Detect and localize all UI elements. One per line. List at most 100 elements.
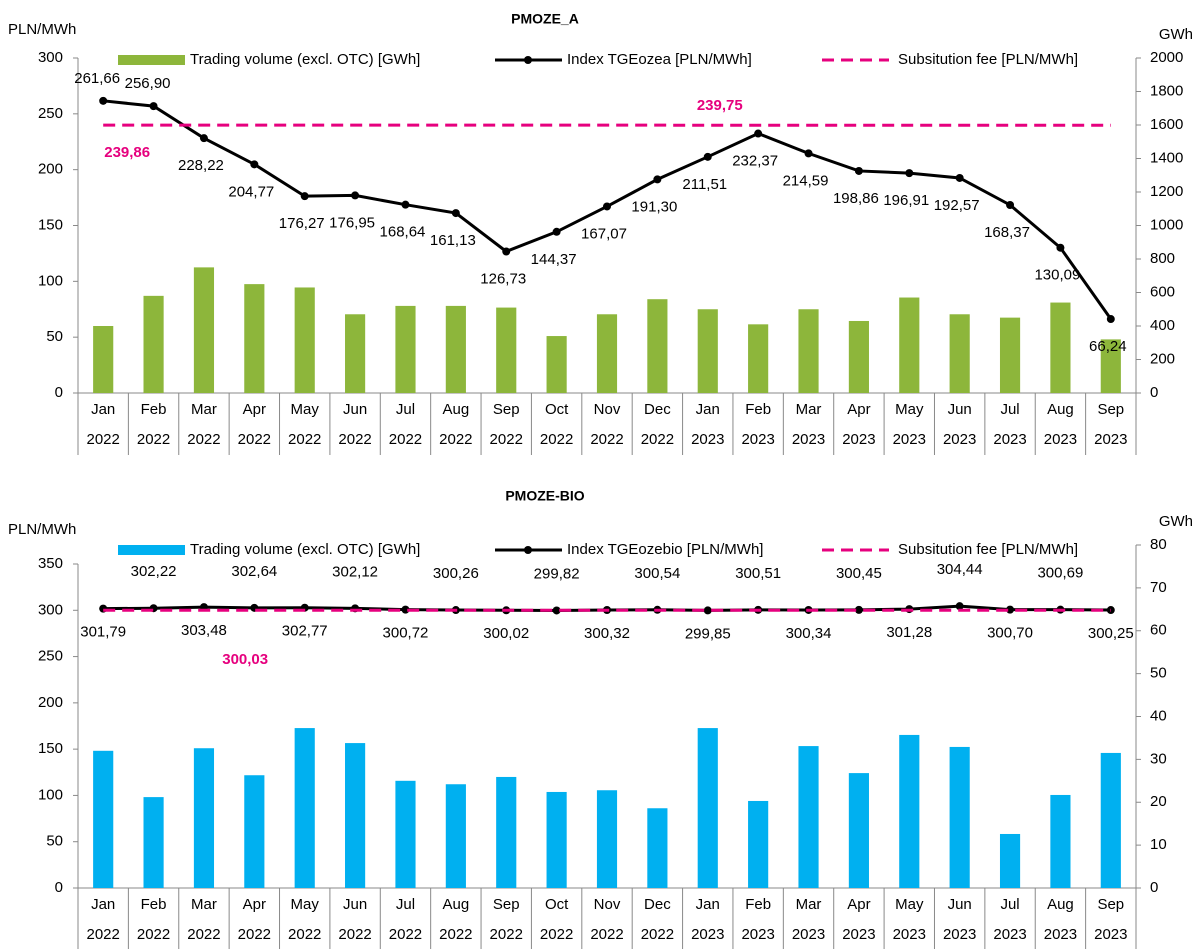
x-tick-label-year: 2022 bbox=[338, 431, 371, 448]
y2-tick-label: 80 bbox=[1150, 536, 1167, 553]
data-label: 304,44 bbox=[937, 561, 983, 578]
y2-tick-label: 30 bbox=[1150, 750, 1167, 767]
y2-tick-label: 400 bbox=[1150, 317, 1175, 334]
x-tick-label: Jun bbox=[343, 401, 367, 418]
bar bbox=[1100, 339, 1121, 393]
index-marker bbox=[955, 602, 964, 611]
bar bbox=[395, 305, 416, 393]
index-marker bbox=[1006, 200, 1015, 209]
data-label: 302,12 bbox=[332, 563, 378, 580]
x-tick-label: May bbox=[895, 401, 924, 418]
data-label: 168,37 bbox=[984, 224, 1030, 241]
data-label: 300,70 bbox=[987, 625, 1033, 642]
bar bbox=[697, 309, 718, 393]
x-tick-label-year: 2022 bbox=[137, 926, 170, 943]
y2-axis-label: GWh bbox=[1159, 513, 1193, 530]
y2-tick-label: 60 bbox=[1150, 622, 1167, 639]
bar bbox=[647, 299, 668, 393]
x-tick-label-year: 2022 bbox=[590, 431, 623, 448]
y2-tick-label: 2000 bbox=[1150, 49, 1183, 66]
index-marker bbox=[905, 169, 914, 178]
data-label: 168,64 bbox=[380, 224, 426, 241]
bar bbox=[596, 314, 618, 393]
index-marker bbox=[854, 605, 863, 614]
data-label: 300,32 bbox=[584, 625, 630, 642]
index-marker bbox=[703, 152, 712, 161]
y2-tick-label: 600 bbox=[1150, 283, 1175, 300]
bar bbox=[345, 314, 366, 393]
chart-title: PMOZE-BIO bbox=[505, 488, 584, 504]
x-tick-label: Aug bbox=[1047, 896, 1074, 913]
data-label: 196,91 bbox=[883, 192, 929, 209]
y-tick-label: 150 bbox=[38, 740, 63, 757]
x-tick-label-year: 2023 bbox=[943, 431, 976, 448]
bar bbox=[798, 746, 819, 888]
index-marker bbox=[552, 606, 561, 615]
data-label: 130,09 bbox=[1034, 267, 1080, 284]
index-marker bbox=[754, 129, 763, 138]
bar bbox=[949, 314, 970, 393]
x-tick-label: Jul bbox=[1000, 896, 1019, 913]
bar bbox=[294, 287, 315, 393]
y-tick-label: 50 bbox=[46, 328, 63, 345]
y2-tick-label: 1600 bbox=[1150, 116, 1183, 133]
x-tick-label-year: 2022 bbox=[641, 431, 674, 448]
x-tick-label-year: 2023 bbox=[993, 431, 1026, 448]
data-label: 300,69 bbox=[1037, 565, 1083, 582]
data-label: 144,37 bbox=[531, 251, 577, 268]
data-label: 300,34 bbox=[786, 625, 832, 642]
index-marker bbox=[1056, 243, 1065, 252]
data-label: 300,25 bbox=[1088, 625, 1134, 642]
x-tick-label: Nov bbox=[594, 896, 621, 913]
x-tick-label: Jan bbox=[91, 401, 115, 418]
data-label: 301,79 bbox=[80, 624, 126, 641]
x-tick-label-year: 2022 bbox=[338, 926, 371, 943]
legend-label: Trading volume (excl. OTC) [GWh] bbox=[190, 541, 420, 558]
data-label: 303,48 bbox=[181, 622, 227, 639]
index-marker bbox=[300, 192, 309, 201]
index-marker bbox=[703, 606, 712, 615]
x-tick-label: Sep bbox=[1097, 401, 1124, 418]
data-label: 228,22 bbox=[178, 157, 224, 174]
y-tick-label: 250 bbox=[38, 105, 63, 122]
x-tick-label-year: 2023 bbox=[691, 431, 724, 448]
y-tick-label: 0 bbox=[55, 384, 63, 401]
y2-tick-label: 10 bbox=[1150, 836, 1167, 853]
bar bbox=[445, 784, 466, 888]
x-tick-label: Apr bbox=[243, 896, 266, 913]
x-tick-label: Feb bbox=[745, 401, 771, 418]
y2-tick-label: 40 bbox=[1150, 707, 1167, 724]
x-tick-label: Sep bbox=[493, 896, 520, 913]
data-label: 302,64 bbox=[231, 563, 277, 580]
y-tick-label: 250 bbox=[38, 648, 63, 665]
x-tick-label-year: 2023 bbox=[1044, 926, 1077, 943]
x-tick-label: Jul bbox=[396, 401, 415, 418]
data-label: 299,82 bbox=[534, 565, 580, 582]
y2-tick-label: 1200 bbox=[1150, 183, 1183, 200]
bar bbox=[546, 336, 567, 393]
bar bbox=[193, 748, 215, 888]
x-tick-label-year: 2022 bbox=[187, 926, 220, 943]
data-label: 256,90 bbox=[125, 75, 171, 92]
data-label: 66,24 bbox=[1089, 338, 1127, 355]
x-tick-label: Mar bbox=[191, 401, 217, 418]
y-tick-label: 300 bbox=[38, 601, 63, 618]
x-tick-label: Aug bbox=[443, 401, 470, 418]
x-tick-label: Jul bbox=[1000, 401, 1019, 418]
bar bbox=[1100, 752, 1121, 888]
data-label: 161,13 bbox=[430, 232, 476, 249]
x-tick-label-year: 2023 bbox=[741, 926, 774, 943]
y2-tick-label: 1000 bbox=[1150, 216, 1183, 233]
data-label: 192,57 bbox=[934, 197, 980, 214]
x-tick-label-year: 2022 bbox=[389, 431, 422, 448]
y-tick-label: 0 bbox=[55, 879, 63, 896]
data-label: 301,28 bbox=[886, 624, 932, 641]
legend-label: Subsitution fee [PLN/MWh] bbox=[898, 51, 1078, 68]
bar bbox=[848, 773, 869, 888]
x-tick-label-year: 2023 bbox=[842, 431, 875, 448]
x-tick-label-year: 2023 bbox=[1044, 431, 1077, 448]
index-marker bbox=[804, 149, 813, 158]
bar bbox=[999, 833, 1021, 888]
y-tick-label: 150 bbox=[38, 216, 63, 233]
x-tick-label: Jan bbox=[696, 401, 720, 418]
